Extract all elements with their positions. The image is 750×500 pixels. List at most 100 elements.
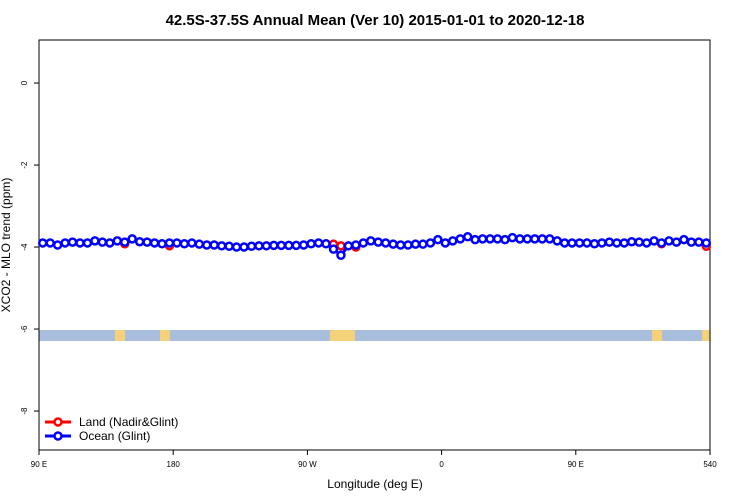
point	[276, 240, 287, 251]
point	[380, 238, 391, 248]
point	[433, 234, 443, 245]
point	[634, 237, 644, 247]
point	[582, 238, 592, 248]
point	[597, 238, 607, 248]
x-tick-label: 540	[703, 460, 717, 469]
point	[448, 236, 458, 246]
point	[336, 250, 346, 260]
point	[313, 238, 324, 248]
point	[559, 238, 570, 248]
point	[37, 238, 48, 248]
point	[194, 239, 205, 249]
point	[261, 241, 272, 251]
surface-mask-strip	[39, 330, 710, 341]
point	[619, 238, 630, 248]
point	[671, 237, 682, 247]
point	[470, 234, 480, 245]
point	[209, 240, 219, 250]
point	[641, 238, 652, 248]
point	[358, 238, 369, 248]
x-tick-label: 0	[439, 460, 444, 469]
point	[507, 232, 518, 243]
point	[45, 238, 55, 248]
y-axis-label: XCO2 - MLO trend (ppm)	[0, 178, 13, 313]
point	[284, 240, 294, 251]
point	[418, 239, 428, 249]
x-tick-label: 90 E	[31, 460, 47, 469]
point	[172, 238, 182, 248]
point	[701, 238, 712, 248]
x-axis-label: Longitude (deg E)	[327, 477, 422, 491]
point	[134, 236, 145, 247]
point	[440, 238, 451, 248]
legend-marker	[53, 417, 63, 427]
point	[149, 238, 160, 248]
point	[306, 239, 316, 249]
point	[119, 237, 130, 247]
point	[649, 236, 659, 246]
point	[425, 238, 436, 248]
point	[67, 237, 78, 247]
point	[410, 239, 421, 249]
point	[567, 238, 577, 248]
point	[515, 234, 525, 244]
point	[373, 237, 383, 247]
point	[142, 237, 152, 247]
point	[462, 232, 473, 242]
point	[179, 239, 190, 249]
legend-label: Land (Nadir&Glint)	[79, 415, 178, 429]
point	[97, 237, 108, 247]
point	[164, 238, 175, 248]
point	[298, 240, 309, 250]
point	[157, 239, 167, 249]
point	[500, 234, 510, 245]
point	[492, 234, 503, 244]
point	[612, 238, 622, 248]
x-tick-label: 90 W	[298, 460, 317, 469]
point	[112, 236, 123, 246]
point	[291, 240, 301, 251]
point	[224, 241, 234, 251]
point	[269, 240, 279, 251]
x-tick-label: 180	[167, 460, 181, 469]
point	[105, 238, 115, 248]
point	[694, 237, 704, 247]
point	[239, 242, 249, 252]
point	[246, 241, 257, 251]
point	[552, 236, 562, 246]
point	[485, 234, 495, 244]
point	[604, 237, 615, 247]
point	[656, 238, 667, 248]
point	[351, 240, 361, 250]
point	[686, 237, 697, 247]
point	[589, 239, 600, 249]
point	[82, 238, 93, 248]
point	[216, 241, 227, 251]
point	[530, 234, 540, 244]
point	[231, 242, 242, 252]
point	[127, 234, 137, 244]
point	[477, 234, 488, 244]
y-tick-label: -8	[20, 407, 29, 415]
x-tick-label: 90 E	[568, 460, 584, 469]
legend-label: Ocean (Glint)	[79, 429, 150, 443]
legend-marker	[53, 431, 63, 441]
point	[522, 234, 533, 244]
point	[328, 244, 339, 254]
point	[336, 241, 346, 251]
point	[537, 234, 547, 244]
point	[664, 236, 674, 246]
y-tick-label: -4	[20, 243, 29, 251]
point	[395, 240, 406, 250]
point	[679, 234, 689, 245]
point	[455, 234, 465, 244]
point	[60, 238, 70, 248]
point	[90, 236, 100, 246]
point	[403, 240, 413, 250]
y-tick-label: 0	[20, 80, 29, 85]
point	[254, 241, 264, 251]
point	[202, 240, 212, 250]
chart-title: 42.5S-37.5S Annual Mean (Ver 10) 2015-01…	[166, 12, 585, 29]
point	[321, 239, 331, 249]
